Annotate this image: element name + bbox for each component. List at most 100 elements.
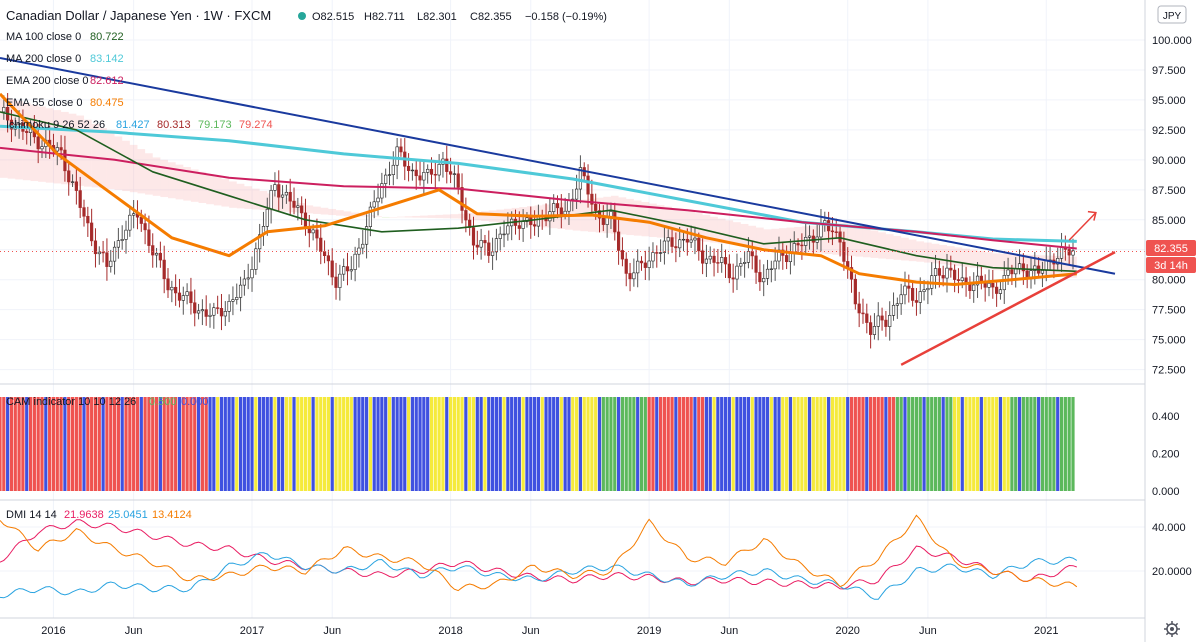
cam-bar	[307, 397, 311, 491]
ohlc-open: O82.515	[312, 11, 354, 23]
cam-bar	[521, 397, 525, 491]
candle-body	[956, 279, 961, 281]
cam-bar	[70, 397, 75, 491]
legend-label[interactable]: EMA 200 close 0	[6, 75, 89, 87]
currency-label-box[interactable]	[1157, 5, 1187, 24]
cam-bar	[594, 397, 598, 491]
market-status-icon	[298, 12, 306, 20]
cloud-segment	[420, 215, 428, 218]
ichimoku-legend-label[interactable]: Ichimoku 9 26 52 26	[6, 119, 105, 131]
cloud-segment	[717, 218, 726, 244]
cam-bar	[59, 397, 63, 491]
cam-bar	[796, 397, 800, 491]
cam-bar	[322, 397, 327, 491]
cam-bar	[987, 397, 991, 491]
trendlines[interactable]	[0, 56, 1116, 366]
cam-bar	[25, 397, 29, 491]
dmi-axis[interactable]: 40.000 20.0000	[1152, 522, 1192, 578]
cam-pane[interactable]	[0, 397, 1075, 491]
cloud-segment	[939, 244, 947, 265]
dmi-tick-label: 20.0000	[1152, 566, 1192, 578]
cam-bar	[1010, 397, 1014, 491]
cloud-segment	[259, 191, 268, 211]
price-tick-label: 80.000	[1152, 275, 1186, 287]
dmi-pane[interactable]	[0, 514, 1145, 600]
cam-bar	[78, 397, 82, 491]
cam-bar	[861, 397, 865, 491]
cam-bar	[567, 397, 571, 491]
target-arrow-shaft[interactable]	[1068, 212, 1097, 241]
candle-body	[1044, 260, 1048, 271]
symbol-title[interactable]: Canadian Dollar / Japanese Yen · 1W · FX…	[6, 8, 271, 23]
cam-bar	[90, 397, 94, 491]
cam-bar	[196, 397, 201, 491]
cam-bar	[13, 397, 17, 491]
cam-bar	[704, 397, 709, 491]
indicator-legend[interactable]: MA 100 close 0 80.722 MA 200 close 0 83.142…	[6, 31, 273, 131]
candle-body	[59, 147, 63, 151]
cam-bar	[869, 397, 873, 491]
candle-body	[1071, 250, 1075, 256]
price-pane[interactable]	[0, 0, 1145, 618]
time-axis[interactable]: 2016 Jun 2017 Jun 2018 Jun 2019 Jun 2020 Jun 2021	[41, 625, 1058, 637]
candle-body	[758, 272, 762, 283]
cam-bar	[613, 397, 617, 491]
cam-bar	[647, 397, 651, 491]
candle-body	[483, 240, 487, 244]
cloud-segment	[160, 159, 169, 198]
cam-legend-value-1: 0.500	[149, 396, 177, 408]
downtrend-line[interactable]	[0, 56, 1116, 275]
cam-bar	[433, 397, 437, 491]
cam-bar	[97, 397, 101, 491]
cam-axis[interactable]: 0.400 0.200 0.000	[1152, 411, 1180, 498]
cam-bar	[1067, 397, 1071, 491]
cam-bar	[941, 397, 945, 491]
dmi-tick-label: 40.000	[1152, 522, 1186, 534]
cam-bar	[200, 397, 204, 491]
dmi-legend-label[interactable]: DMI 14 14	[6, 509, 57, 521]
cam-bar	[208, 397, 212, 491]
cam-bar	[448, 397, 453, 491]
settings-gear-icon[interactable]	[1164, 621, 1180, 637]
header-legend[interactable]: Canadian Dollar / Japanese Yen · 1W · FX…	[6, 8, 607, 23]
candle-body	[319, 237, 323, 252]
legend-label[interactable]: MA 100 close 0	[6, 31, 81, 43]
candle-body	[105, 252, 109, 267]
price-lines	[0, 92, 1145, 286]
cam-bar	[853, 397, 857, 491]
cam-bar	[445, 397, 449, 491]
candle-body	[464, 210, 468, 221]
candle-body	[147, 229, 151, 246]
candle-body	[414, 169, 418, 177]
cam-tick-label: 0.400	[1152, 411, 1180, 423]
cam-bar	[552, 397, 556, 491]
uptrend-line[interactable]	[900, 251, 1116, 366]
cam-bar	[112, 397, 117, 491]
candle-body	[964, 277, 968, 283]
cam-bar	[330, 397, 334, 491]
price-tick-label: 87.500	[1152, 185, 1186, 197]
candle-body	[193, 302, 197, 314]
candle-body	[834, 231, 838, 233]
legend-label[interactable]: MA 200 close 0	[6, 53, 81, 65]
legend-label[interactable]: EMA 55 close 0	[6, 97, 82, 109]
candle-body	[25, 131, 29, 133]
time-tick-label: 2020	[835, 625, 859, 637]
legend-value: 80.722	[90, 31, 124, 43]
candle-body	[876, 315, 880, 327]
cam-bar	[1040, 397, 1045, 491]
candle-body	[376, 197, 380, 203]
cam-bar	[754, 397, 758, 491]
cam-bar	[418, 397, 422, 491]
cam-bar	[769, 397, 773, 491]
candle-body	[97, 251, 101, 255]
price-tick-label: 100.000	[1152, 35, 1192, 47]
cam-bar	[284, 397, 288, 491]
target-arrow-head[interactable]	[1087, 210, 1097, 221]
cam-bar	[953, 397, 957, 491]
time-tick-label: 2019	[637, 625, 661, 637]
cam-legend-label[interactable]: CAM indicator 10 10 12 26	[6, 396, 136, 408]
cam-bar	[876, 397, 880, 491]
cloud-segment	[91, 123, 100, 188]
